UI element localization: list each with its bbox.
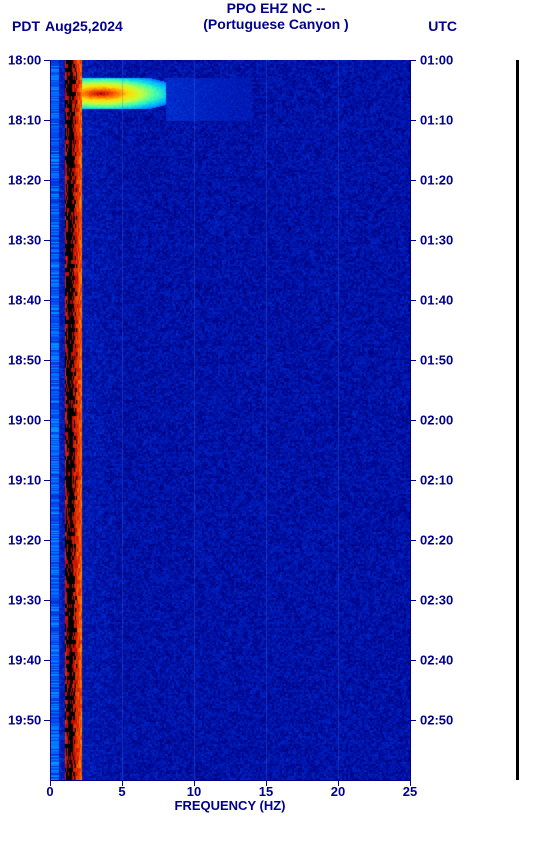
y-left-tick-label: 18:30 xyxy=(8,233,41,248)
x-tick-label: 20 xyxy=(331,784,345,799)
spectrogram-canvas xyxy=(50,60,410,780)
y-right-tick-label: 01:40 xyxy=(420,293,453,308)
y-left-tick-label: 19:30 xyxy=(8,593,41,608)
y-right-tick-label: 01:30 xyxy=(420,233,453,248)
x-axis-label: FREQUENCY (HZ) xyxy=(50,798,410,813)
date-label: Aug25,2024 xyxy=(45,18,123,34)
y-right-tick-label: 01:10 xyxy=(420,113,453,128)
timezone-left-label: PDT xyxy=(12,18,40,34)
y-right-tick-label: 02:10 xyxy=(420,473,453,488)
y-right-axis-line xyxy=(410,60,411,780)
y-left-tick-label: 18:10 xyxy=(8,113,41,128)
y-right-tick-label: 02:40 xyxy=(420,653,453,668)
x-tick-label: 0 xyxy=(46,784,53,799)
y-left-tick-label: 18:40 xyxy=(8,293,41,308)
y-left-tick-label: 18:20 xyxy=(8,173,41,188)
x-tick-label: 5 xyxy=(118,784,125,799)
y-left-tick-label: 19:00 xyxy=(8,413,41,428)
y-right-tick-label: 02:00 xyxy=(420,413,453,428)
y-left-tick-label: 18:00 xyxy=(8,53,41,68)
x-tick-label: 10 xyxy=(187,784,201,799)
y-left-axis-line xyxy=(50,60,51,780)
y-right-tick-label: 02:20 xyxy=(420,533,453,548)
y-left-tick-label: 19:50 xyxy=(8,713,41,728)
x-tick-label: 15 xyxy=(259,784,273,799)
y-right-tick-label: 02:30 xyxy=(420,593,453,608)
y-left-tick-label: 18:50 xyxy=(8,353,41,368)
y-right-tick-label: 01:20 xyxy=(420,173,453,188)
y-left-tick-label: 19:10 xyxy=(8,473,41,488)
colorbar-axis xyxy=(516,60,519,780)
timezone-right-label: UTC xyxy=(428,18,457,34)
tick-mark xyxy=(410,780,411,786)
x-tick-label: 25 xyxy=(403,784,417,799)
y-right-tick-label: 01:50 xyxy=(420,353,453,368)
x-axis-line xyxy=(50,780,410,781)
spectrogram-plot xyxy=(50,60,410,780)
y-right-tick-label: 01:00 xyxy=(420,53,453,68)
y-left-tick-label: 19:20 xyxy=(8,533,41,548)
station-code: PPO EHZ NC -- xyxy=(0,0,552,16)
y-right-tick-label: 02:50 xyxy=(420,713,453,728)
y-left-tick-label: 19:40 xyxy=(8,653,41,668)
